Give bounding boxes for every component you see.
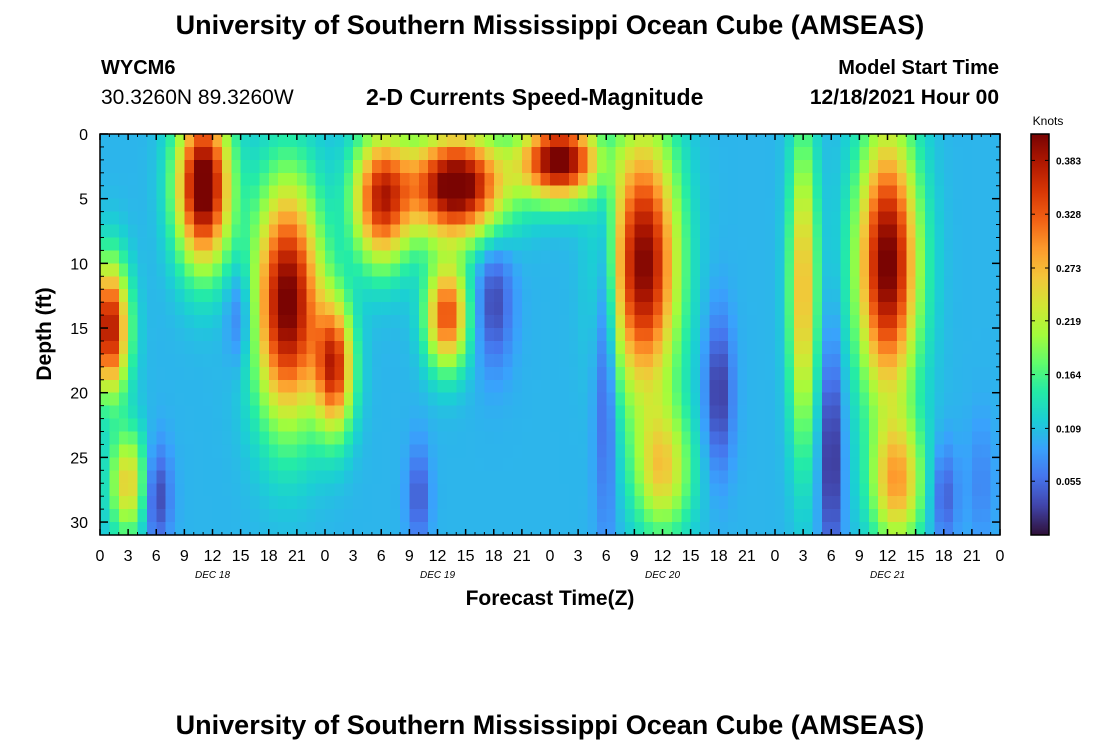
station-coordinates: 30.3260N 89.3260W <box>101 86 294 109</box>
x-tick-label: 12 <box>204 548 222 565</box>
colorbar-tick-label: 0.109 <box>1056 424 1081 435</box>
date-label: DEC 18 <box>195 570 230 581</box>
x-tick-label: 18 <box>710 548 728 565</box>
x-tick-label: 6 <box>377 548 386 565</box>
station-id: WYCM6 <box>101 57 176 79</box>
x-tick-label: 0 <box>96 548 105 565</box>
x-tick-label: 18 <box>485 548 503 565</box>
x-tick-label: 9 <box>855 548 864 565</box>
chart-title: University of Southern Mississippi Ocean… <box>175 10 925 40</box>
x-tick-label: 15 <box>682 548 700 565</box>
x-tick-label: 15 <box>457 548 475 565</box>
x-tick-label: 21 <box>288 548 306 565</box>
colorbar-tick-label: 0.164 <box>1056 371 1081 382</box>
x-axis: 0 3 6 9 12 15 18 21 0 3 6 9 12 15 18 21 0 3 6 9 12 15 18 21 0 3 6 9… <box>96 133 1005 581</box>
colorbar-tick-label: 0.273 <box>1056 264 1081 275</box>
x-tick-label: 12 <box>429 548 447 565</box>
x-tick-label: 12 <box>654 548 672 565</box>
x-axis-label: Forecast Time(Z) <box>466 587 635 610</box>
colorbar-frame <box>1030 133 1050 536</box>
colorbar-tick-label: 0.383 <box>1056 156 1081 167</box>
colorbar-tick-label: 0.055 <box>1056 477 1081 488</box>
colorbar-tick-label: 0.328 <box>1056 210 1081 221</box>
x-tick-label: 21 <box>513 548 531 565</box>
date-label: DEC 19 <box>420 570 455 581</box>
colorbar-tick-label: 0.219 <box>1056 317 1081 328</box>
y-tick-label: 5 <box>79 192 88 209</box>
x-tick-label: 3 <box>574 548 583 565</box>
x-tick-label: 3 <box>799 548 808 565</box>
x-tick-label: 0 <box>546 548 555 565</box>
x-tick-label: 6 <box>152 548 161 565</box>
y-axis-label: Depth (ft) <box>33 287 56 380</box>
x-tick-label: 9 <box>180 548 189 565</box>
y-tick-label: 15 <box>70 321 88 338</box>
axis-labels: Forecast Time(Z) Depth (ft) Knots <box>33 114 1063 610</box>
y-axis: 0 5 10 15 20 25 30 <box>70 127 1000 536</box>
x-tick-label: 18 <box>260 548 278 565</box>
x-tick-label: 12 <box>879 548 897 565</box>
x-tick-label: 3 <box>124 548 133 565</box>
colorbar-axis: 0.055 0.109 0.164 0.219 0.273 0.328 0.383 <box>1030 133 1081 536</box>
x-tick-label: 18 <box>935 548 953 565</box>
x-tick-label: 6 <box>827 548 836 565</box>
x-tick-label: 6 <box>602 548 611 565</box>
colorbar <box>1031 134 1049 535</box>
y-tick-label: 10 <box>70 256 88 273</box>
x-tick-label: 0 <box>321 548 330 565</box>
model-start-label: Model Start Time <box>838 57 999 79</box>
x-tick-label: 3 <box>349 548 358 565</box>
y-tick-label: 20 <box>70 386 88 403</box>
x-tick-label: 9 <box>405 548 414 565</box>
footer-title: University of Southern Mississippi Ocean… <box>175 710 925 740</box>
model-start-value: 12/18/2021 Hour 00 <box>809 86 999 109</box>
x-tick-label: 21 <box>738 548 756 565</box>
x-tick-label: 9 <box>630 548 639 565</box>
date-label: DEC 21 <box>870 570 905 581</box>
y-tick-label: 30 <box>70 515 88 532</box>
x-tick-label: 0 <box>996 548 1005 565</box>
colorbar-label: Knots <box>1033 114 1064 128</box>
x-tick-label: 0 <box>771 548 780 565</box>
chart-subtitle: 2-D Currents Speed-Magnitude <box>366 84 704 110</box>
y-tick-label: 25 <box>70 450 88 467</box>
heatmap-plot <box>100 134 1000 535</box>
x-tick-label: 15 <box>232 548 250 565</box>
y-tick-label: 0 <box>79 127 88 144</box>
plot-frame <box>99 133 1001 536</box>
x-tick-label: 15 <box>907 548 925 565</box>
x-tick-label: 21 <box>963 548 981 565</box>
date-label: DEC 20 <box>645 570 680 581</box>
